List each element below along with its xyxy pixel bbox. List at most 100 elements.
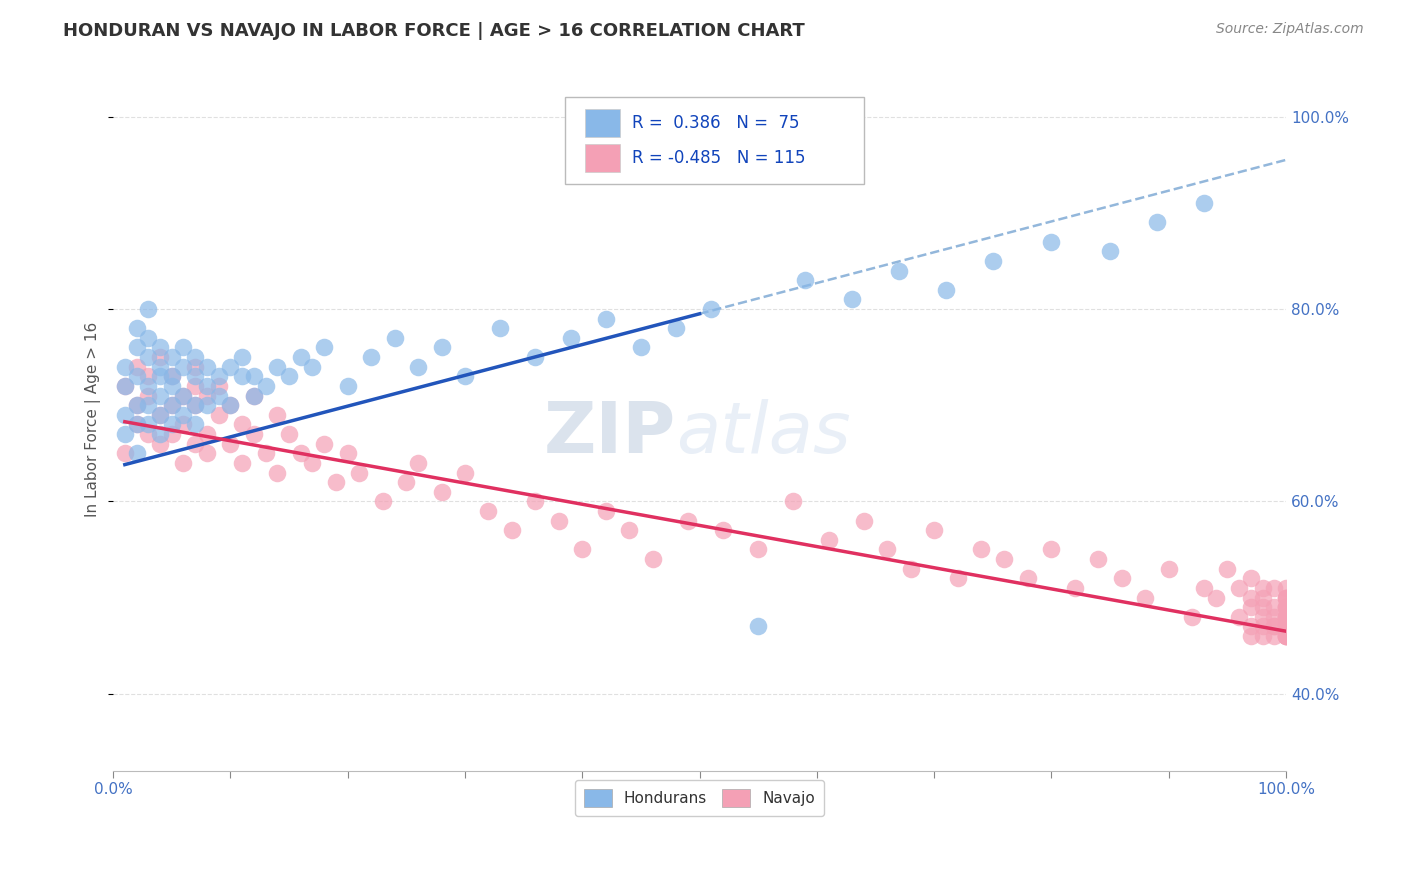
Point <box>243 427 266 442</box>
Point <box>1275 619 1298 633</box>
Point <box>1240 629 1263 643</box>
Text: HONDURAN VS NAVAJO IN LABOR FORCE | AGE > 16 CORRELATION CHART: HONDURAN VS NAVAJO IN LABOR FORCE | AGE … <box>63 22 806 40</box>
Point <box>149 388 172 402</box>
Point <box>314 436 336 450</box>
Point <box>1275 591 1298 605</box>
Point <box>149 408 172 422</box>
Point <box>1275 581 1298 595</box>
Point <box>243 388 266 402</box>
Point <box>160 369 183 384</box>
Point <box>1063 581 1085 595</box>
Point <box>266 466 288 480</box>
Point <box>1263 629 1285 643</box>
Point <box>136 398 159 412</box>
Point <box>195 379 218 393</box>
Point <box>278 427 301 442</box>
Point <box>547 514 569 528</box>
Point <box>195 388 218 402</box>
Point <box>195 427 218 442</box>
Point <box>125 321 148 335</box>
Point <box>1275 609 1298 624</box>
Text: atlas: atlas <box>676 399 851 468</box>
Point <box>1251 591 1274 605</box>
Point <box>1263 609 1285 624</box>
Text: R = -0.485   N = 115: R = -0.485 N = 115 <box>631 149 806 167</box>
Point <box>195 446 218 460</box>
Point <box>208 408 231 422</box>
Point <box>149 427 172 442</box>
Point <box>149 369 172 384</box>
Legend: Hondurans, Navajo: Hondurans, Navajo <box>575 780 824 815</box>
Point <box>136 331 159 345</box>
Point <box>266 359 288 374</box>
Point <box>325 475 347 489</box>
Point <box>641 552 664 566</box>
Point <box>430 341 453 355</box>
Point <box>231 456 253 470</box>
Point <box>360 350 382 364</box>
Point <box>946 571 969 585</box>
Point <box>794 273 817 287</box>
Point <box>1275 609 1298 624</box>
Point <box>219 398 242 412</box>
Point <box>184 350 207 364</box>
Point <box>395 475 418 489</box>
Point <box>184 436 207 450</box>
Point <box>571 542 593 557</box>
Point <box>219 398 242 412</box>
Point <box>125 369 148 384</box>
Point <box>1263 581 1285 595</box>
Point <box>160 350 183 364</box>
Point <box>149 359 172 374</box>
Point <box>993 552 1015 566</box>
Point <box>254 379 277 393</box>
Point <box>1251 600 1274 615</box>
Point <box>172 388 194 402</box>
Point <box>114 379 136 393</box>
Point <box>1181 609 1204 624</box>
Point <box>1275 609 1298 624</box>
Point <box>114 359 136 374</box>
Point <box>243 369 266 384</box>
Point <box>1251 629 1274 643</box>
Point <box>1240 619 1263 633</box>
Point <box>184 417 207 432</box>
Point <box>406 359 429 374</box>
Point <box>314 341 336 355</box>
Point <box>1275 629 1298 643</box>
Point <box>747 542 769 557</box>
Point <box>219 436 242 450</box>
Point <box>887 263 910 277</box>
Point <box>243 388 266 402</box>
Point <box>219 359 242 374</box>
Point <box>149 341 172 355</box>
Point <box>1017 571 1039 585</box>
Point <box>747 619 769 633</box>
Point <box>231 350 253 364</box>
Point <box>231 417 253 432</box>
Point <box>676 514 699 528</box>
Point <box>981 253 1004 268</box>
Point <box>136 350 159 364</box>
Point <box>1135 591 1157 605</box>
Point <box>817 533 839 547</box>
Point <box>1275 591 1298 605</box>
Point <box>1275 591 1298 605</box>
Point <box>1205 591 1227 605</box>
Point <box>160 427 183 442</box>
Point <box>254 446 277 460</box>
Point <box>477 504 499 518</box>
Point <box>136 427 159 442</box>
Point <box>125 446 148 460</box>
Point <box>290 350 312 364</box>
Point <box>1251 609 1274 624</box>
Point <box>301 359 323 374</box>
Point <box>114 427 136 442</box>
Point <box>184 359 207 374</box>
Point <box>1275 629 1298 643</box>
Point <box>125 341 148 355</box>
Point <box>630 341 652 355</box>
Point <box>114 408 136 422</box>
Point <box>1040 235 1063 249</box>
Point <box>700 301 723 316</box>
